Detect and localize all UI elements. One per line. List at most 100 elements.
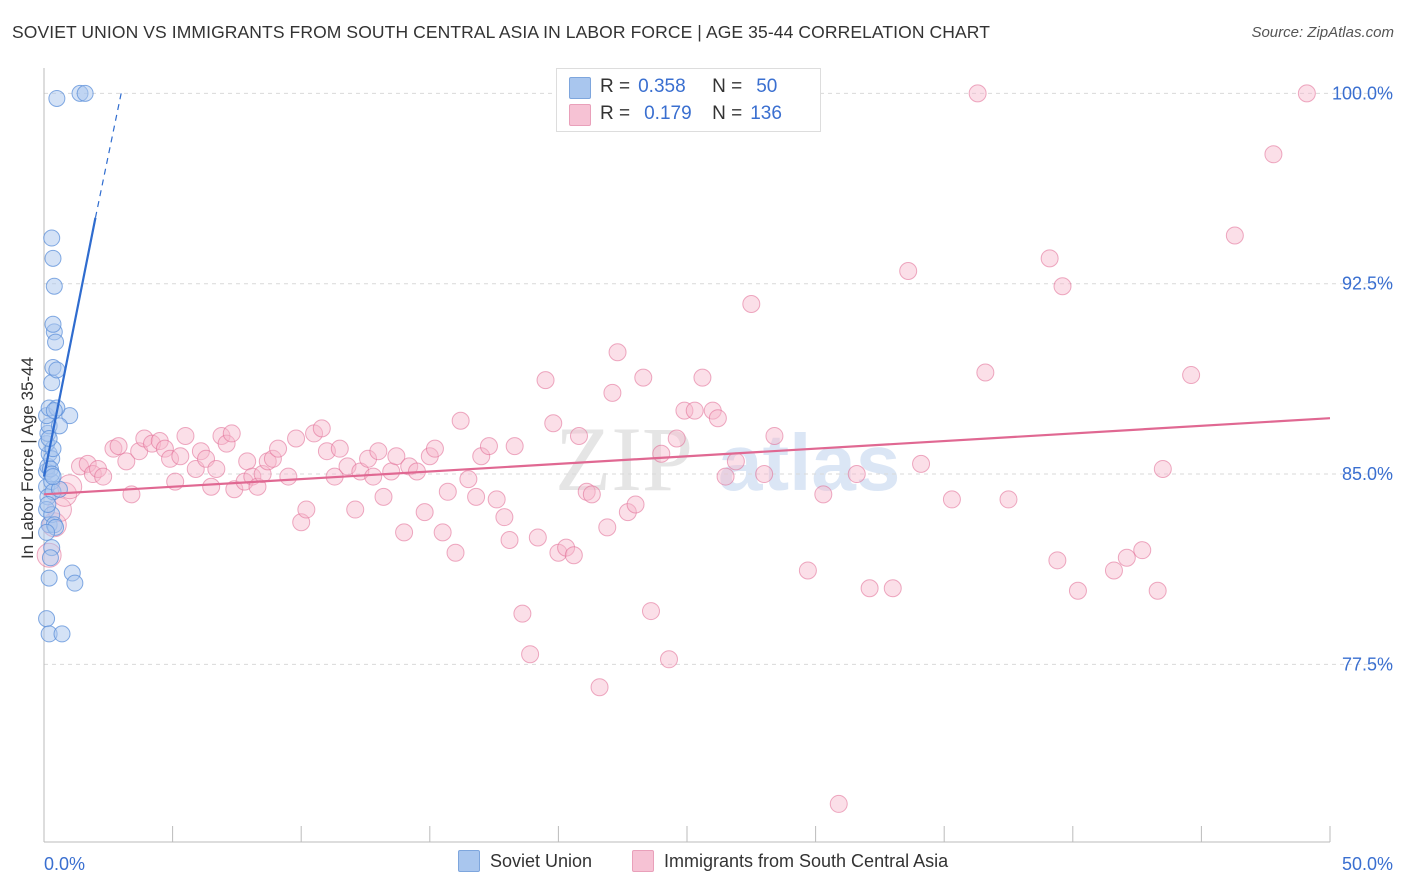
immigrants-point — [652, 444, 671, 463]
immigrants-point — [1117, 548, 1136, 567]
immigrants-point — [1040, 249, 1059, 268]
soviet-point — [44, 315, 62, 333]
immigrants-point — [582, 485, 601, 504]
immigrants-point — [513, 604, 532, 623]
bottom-legend-immigrants-label: Immigrants from South Central Asia — [664, 850, 949, 871]
immigrants-point — [708, 409, 727, 428]
immigrants-point — [94, 467, 113, 486]
soviet-point — [43, 229, 61, 247]
bottom-legend-soviet-label: Soviet Union — [490, 850, 593, 871]
immigrants-point — [415, 503, 434, 522]
immigrants-point — [104, 439, 123, 458]
immigrants-point — [225, 480, 244, 499]
immigrants-point — [438, 482, 457, 501]
immigrants-point — [109, 437, 128, 456]
immigrants-point — [528, 528, 547, 547]
source-label: Source: ZipAtlas.com — [1251, 24, 1394, 41]
immigrants-point — [557, 538, 576, 557]
immigrants-point — [472, 447, 491, 466]
immigrants-point — [755, 465, 774, 484]
soviet-legend-icon — [458, 850, 480, 872]
immigrants-point — [675, 401, 694, 420]
immigrants-point — [279, 467, 298, 486]
legend-r-value: 0.179 — [644, 103, 692, 124]
immigrants-point — [425, 439, 444, 458]
immigrants-point — [1148, 581, 1167, 600]
immigrants-point — [161, 449, 180, 468]
soviet-point — [76, 84, 94, 102]
soviet-point — [44, 249, 62, 267]
soviet-point — [48, 361, 66, 379]
immigrants-point — [716, 467, 735, 486]
immigrants-point — [798, 561, 817, 580]
immigrants-point — [459, 470, 478, 489]
immigrants-point — [297, 500, 316, 519]
immigrants-point — [1225, 226, 1244, 245]
immigrants-point — [912, 454, 931, 473]
immigrants-point — [603, 383, 622, 402]
soviet-point — [41, 549, 59, 567]
y-tick-label: 77.5% — [1342, 654, 1393, 674]
immigrants-point — [742, 295, 761, 314]
immigrants-point — [263, 449, 282, 468]
immigrants-point — [83, 465, 102, 484]
immigrants-point — [1053, 277, 1072, 296]
soviet-point — [48, 89, 66, 107]
legend-n-label: N = — [712, 76, 743, 97]
immigrants-point — [1048, 551, 1067, 570]
y-tick-label: 85.0% — [1342, 464, 1393, 484]
immigrants-point — [521, 645, 540, 664]
soviet-point — [39, 495, 57, 513]
immigrants-point — [202, 477, 221, 496]
immigrants-point — [217, 434, 236, 453]
immigrants-point — [536, 371, 555, 390]
immigrants-point — [207, 459, 226, 478]
immigrants-swatch-icon — [569, 104, 591, 126]
soviet-point — [45, 277, 63, 295]
immigrants-point — [829, 794, 848, 813]
immigrants-point — [369, 442, 388, 461]
legend-row-immigrants: R = 0.179 N = 136 — [569, 102, 782, 126]
immigrants-point — [359, 449, 378, 468]
chart-title: SOVIET UNION VS IMMIGRANTS FROM SOUTH CE… — [12, 22, 991, 42]
legend-r-label: R = — [600, 76, 631, 97]
y-axis-label: In Labor Force | Age 35-44 — [18, 357, 37, 559]
immigrants-point — [1264, 145, 1283, 164]
soviet-trend-line — [42, 217, 97, 477]
correlation-legend: R = 0.358 N = 50 R = 0.179 N = 136 — [556, 68, 821, 132]
immigrants-point — [395, 523, 414, 542]
immigrants-point — [451, 411, 470, 430]
immigrants-point — [495, 508, 514, 527]
immigrants-point — [976, 363, 995, 382]
immigrants-trend-line — [43, 417, 1331, 496]
soviet-point — [38, 523, 56, 541]
immigrants-point — [999, 490, 1018, 509]
y-tick-label: 92.5% — [1342, 274, 1393, 294]
immigrants-point — [693, 368, 712, 387]
legend-n-value: 50 — [756, 76, 778, 97]
bottom-legend-immigrants: Immigrants from South Central Asia — [632, 850, 948, 872]
legend-n-label: N = — [712, 103, 743, 124]
soviet-point — [53, 625, 71, 643]
immigrants-point — [433, 523, 452, 542]
soviet-point — [40, 430, 58, 448]
soviet-swatch-icon — [569, 77, 591, 99]
immigrants-point — [765, 426, 784, 445]
immigrants-point — [1068, 581, 1087, 600]
immigrants-point — [1104, 561, 1123, 580]
immigrants-point — [222, 424, 241, 443]
immigrants-point — [899, 262, 918, 281]
immigrants-point — [814, 485, 833, 504]
immigrants-point — [667, 429, 686, 448]
immigrants-point — [330, 439, 349, 458]
x-tick-label: 0.0% — [44, 854, 85, 874]
immigrants-point — [598, 518, 617, 537]
immigrants-point — [467, 487, 486, 506]
legend-row-soviet: R = 0.358 N = 50 — [569, 75, 778, 99]
immigrants-point — [942, 490, 961, 509]
immigrants-point — [618, 503, 637, 522]
soviet-point — [61, 407, 79, 425]
immigrants-point — [608, 343, 627, 362]
immigrants-point — [634, 368, 653, 387]
legend-r-label: R = — [600, 103, 631, 124]
